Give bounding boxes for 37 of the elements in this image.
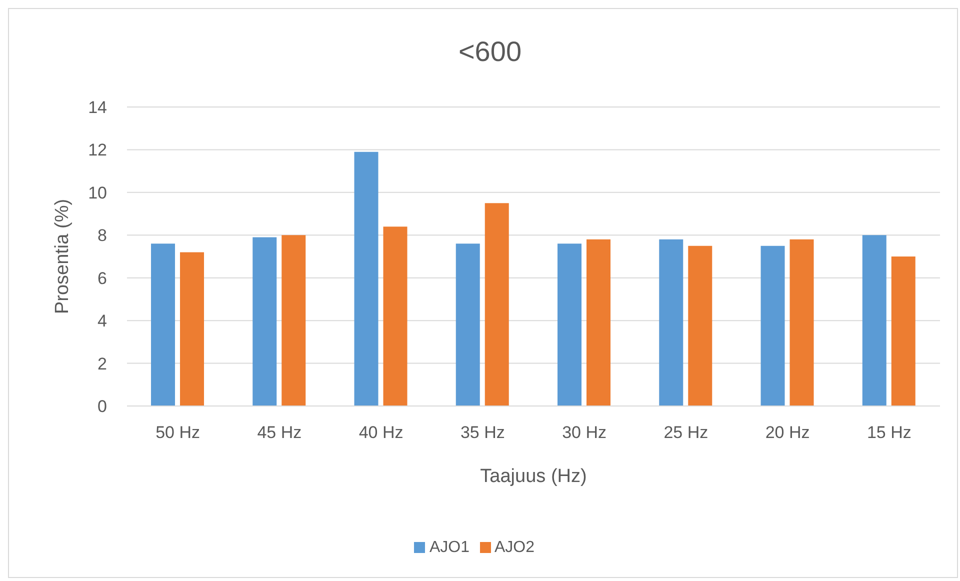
x-tick-label: 35 Hz bbox=[460, 423, 505, 442]
bar bbox=[180, 252, 204, 406]
x-tick-label: 20 Hz bbox=[765, 423, 810, 442]
x-tick-label: 25 Hz bbox=[664, 423, 708, 442]
y-tick-label: 0 bbox=[98, 397, 107, 416]
y-tick-label: 14 bbox=[88, 98, 107, 118]
x-tick-label: 15 Hz bbox=[866, 423, 912, 442]
bar bbox=[586, 239, 610, 406]
bar bbox=[790, 239, 814, 406]
y-axis-title: Prosentia (%) bbox=[52, 198, 72, 314]
y-tick-label: 2 bbox=[98, 354, 107, 374]
chart-title: <600 bbox=[458, 36, 522, 67]
bar bbox=[484, 203, 509, 406]
y-tick-label: 4 bbox=[98, 312, 107, 331]
x-tick-label: 40 Hz bbox=[358, 423, 404, 442]
x-axis-title: Taajuus (Hz) bbox=[480, 466, 587, 486]
bar bbox=[688, 246, 712, 406]
bar bbox=[252, 237, 277, 406]
x-tick-label: 30 Hz bbox=[562, 423, 607, 442]
x-tick-label: 45 Hz bbox=[257, 423, 302, 442]
y-tick-label: 12 bbox=[88, 140, 107, 160]
legend-label: AJO1 bbox=[429, 539, 470, 556]
y-tick-label: 6 bbox=[98, 268, 107, 288]
bar bbox=[891, 256, 916, 406]
bar bbox=[862, 235, 886, 406]
bar bbox=[151, 244, 175, 406]
y-tick-label: 8 bbox=[98, 226, 107, 246]
bar bbox=[760, 246, 785, 406]
bar bbox=[659, 239, 684, 406]
bar bbox=[383, 226, 408, 406]
bar bbox=[456, 244, 480, 406]
x-tick-label: 50 Hz bbox=[156, 423, 200, 442]
bar bbox=[282, 235, 306, 406]
legend-label: AJO2 bbox=[494, 539, 535, 556]
bar bbox=[558, 244, 582, 406]
y-tick-label: 10 bbox=[88, 183, 107, 202]
bar bbox=[354, 152, 378, 406]
